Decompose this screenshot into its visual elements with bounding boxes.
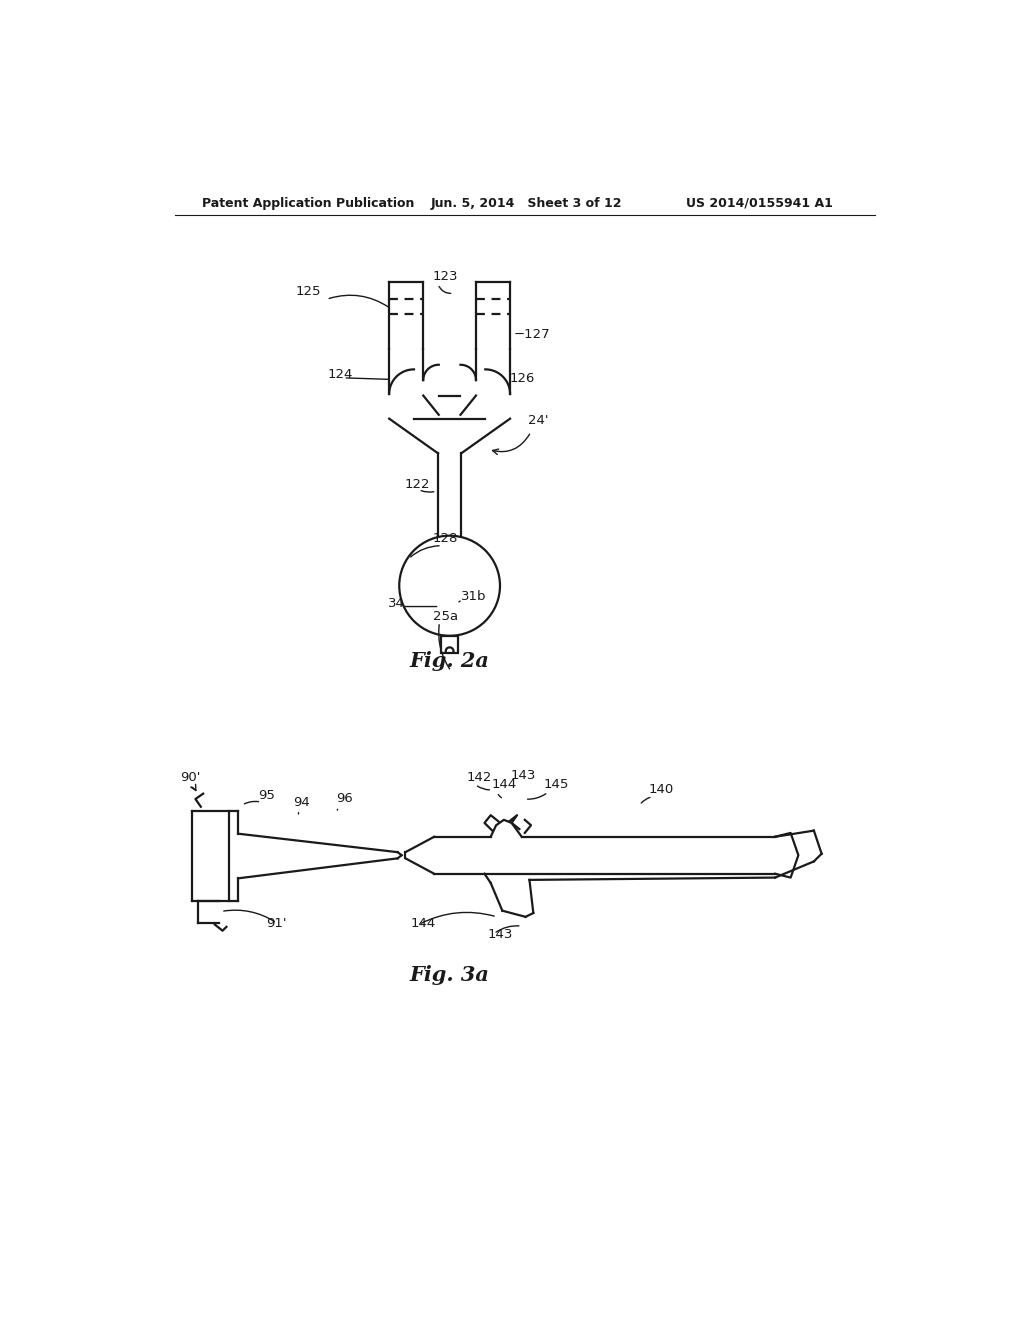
Text: −127: −127 <box>513 327 550 341</box>
Text: 144: 144 <box>492 779 517 791</box>
Text: 90': 90' <box>180 771 201 784</box>
Text: 145: 145 <box>544 779 568 791</box>
Text: 91': 91' <box>266 917 287 929</box>
Text: Jun. 5, 2014   Sheet 3 of 12: Jun. 5, 2014 Sheet 3 of 12 <box>430 197 622 210</box>
Text: 124: 124 <box>328 368 353 381</box>
Text: 123: 123 <box>432 271 458 282</box>
Text: 95: 95 <box>258 789 275 803</box>
Text: 140: 140 <box>649 783 674 796</box>
Text: 24': 24' <box>528 414 549 428</box>
Text: 31b: 31b <box>461 590 486 603</box>
Text: 25a: 25a <box>432 610 458 623</box>
Text: 128: 128 <box>432 532 458 545</box>
Text: 125: 125 <box>296 285 321 298</box>
Text: Fig. 3a: Fig. 3a <box>410 965 489 985</box>
Text: US 2014/0155941 A1: US 2014/0155941 A1 <box>686 197 833 210</box>
Text: 144: 144 <box>411 917 436 929</box>
Text: 96: 96 <box>336 792 352 805</box>
Text: 34: 34 <box>388 597 406 610</box>
Text: 143: 143 <box>487 928 513 941</box>
Text: Fig. 2a: Fig. 2a <box>410 651 489 671</box>
Text: 126: 126 <box>509 372 535 384</box>
Text: 94: 94 <box>293 796 310 809</box>
Text: 142: 142 <box>467 771 493 784</box>
Text: 143: 143 <box>511 770 537 781</box>
Bar <box>441 636 458 653</box>
Text: 122: 122 <box>404 478 430 491</box>
Text: Patent Application Publication: Patent Application Publication <box>202 197 414 210</box>
